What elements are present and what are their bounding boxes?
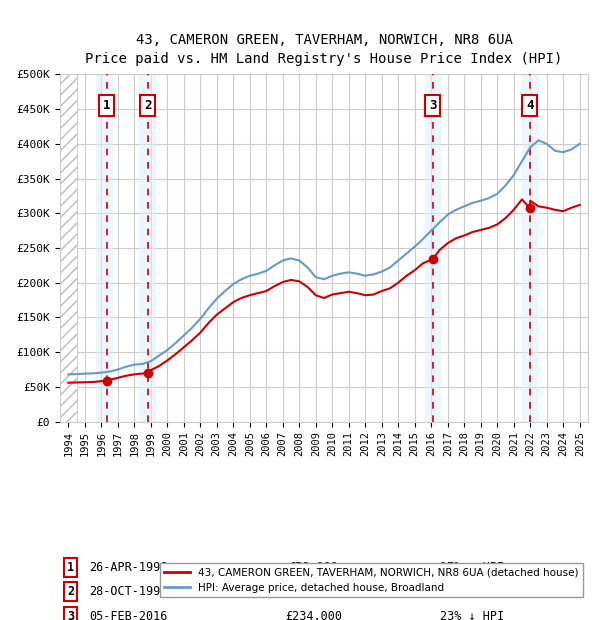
- Text: 4: 4: [526, 99, 533, 112]
- Text: 28-OCT-1998: 28-OCT-1998: [89, 585, 168, 598]
- Bar: [139, 74, 155, 422]
- Title: 43, CAMERON GREEN, TAVERHAM, NORWICH, NR8 6UA
Price paid vs. HM Land Registry's : 43, CAMERON GREEN, TAVERHAM, NORWICH, NR…: [85, 33, 563, 66]
- Text: 1: 1: [103, 99, 110, 112]
- Text: 26-APR-1996: 26-APR-1996: [89, 561, 168, 574]
- Bar: [522, 74, 539, 422]
- Text: 2: 2: [144, 99, 152, 112]
- Text: 05-FEB-2016: 05-FEB-2016: [89, 609, 168, 620]
- Text: 3: 3: [429, 99, 437, 112]
- Text: 20% ↓ HPI: 20% ↓ HPI: [440, 585, 504, 598]
- Text: 17% ↓ HPI: 17% ↓ HPI: [440, 561, 504, 574]
- Text: 2: 2: [67, 585, 74, 598]
- Text: £70,000: £70,000: [289, 585, 338, 598]
- Bar: [60, 74, 77, 422]
- Text: 1: 1: [67, 561, 74, 574]
- Text: £59,000: £59,000: [289, 561, 338, 574]
- Text: 23% ↓ HPI: 23% ↓ HPI: [440, 609, 504, 620]
- Text: £234,000: £234,000: [285, 609, 342, 620]
- Bar: [425, 74, 441, 422]
- Text: 3: 3: [67, 609, 74, 620]
- Legend: 43, CAMERON GREEN, TAVERHAM, NORWICH, NR8 6UA (detached house), HPI: Average pri: 43, CAMERON GREEN, TAVERHAM, NORWICH, NR…: [160, 564, 583, 597]
- Bar: [97, 74, 113, 422]
